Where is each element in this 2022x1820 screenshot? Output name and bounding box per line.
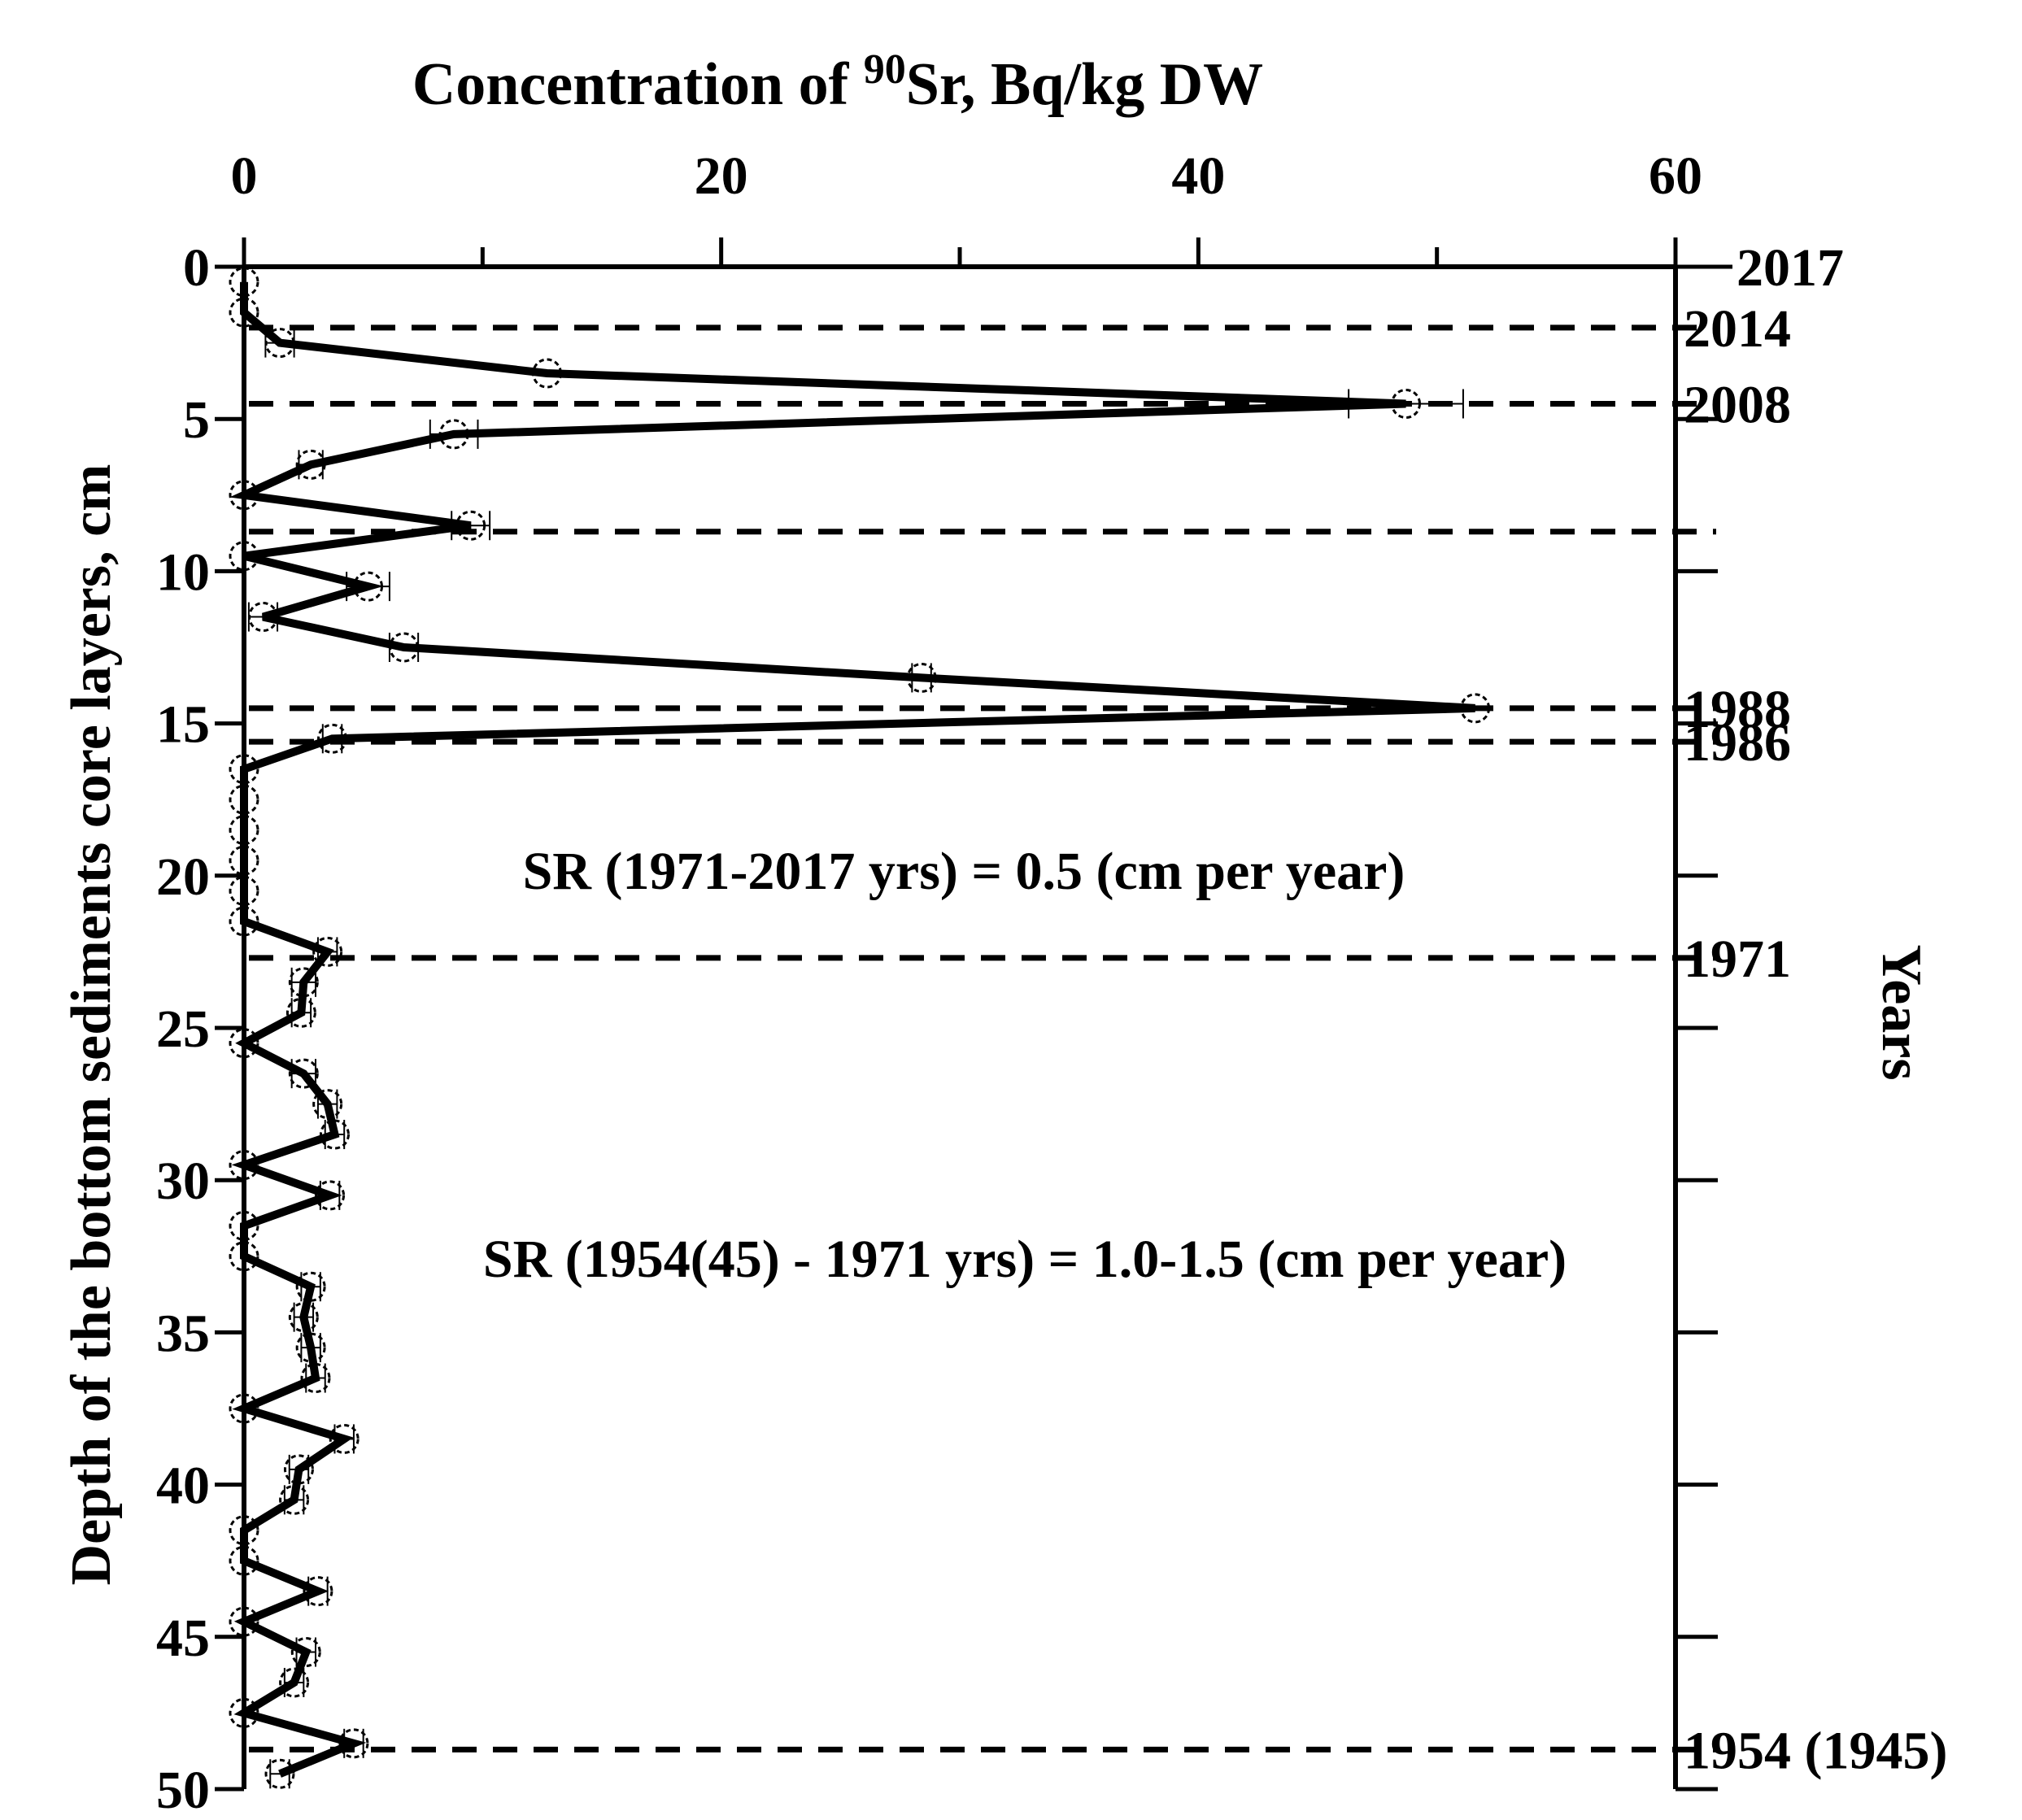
data-markers [229, 267, 1491, 1789]
y-tick-label: 15 [156, 695, 210, 755]
data-point [317, 723, 348, 754]
data-point [283, 1454, 314, 1485]
data-point [247, 602, 278, 633]
data-point [229, 1241, 259, 1272]
y-tick-label: 5 [183, 390, 210, 450]
year-label: 1986 [1684, 713, 1791, 773]
x-tick-label: 40 [1171, 146, 1225, 206]
data-point [229, 267, 259, 298]
data-point [229, 784, 259, 815]
data-point [229, 1210, 259, 1241]
x-axis-title: Concentration of 90Sr, Bq/kg DW [412, 46, 1263, 118]
data-point [229, 1697, 259, 1728]
data-point [295, 1271, 326, 1302]
y-tick-label: 45 [156, 1609, 210, 1668]
year-label: 1954 (1945) [1684, 1721, 1947, 1780]
data-point [906, 662, 937, 693]
year-dash-lines [249, 324, 1716, 1753]
y-axis-label: Depth of the bottom sediments core layer… [60, 464, 123, 1586]
year-label: 2017 [1737, 238, 1844, 298]
data-point [288, 967, 319, 998]
annotation-sr-early: SR (1954(45) - 1971 yrs) = 1.0-1.5 (cm p… [483, 1230, 1567, 1289]
data-point [312, 936, 343, 967]
data-point [300, 1363, 331, 1394]
data-point [229, 754, 259, 785]
data-point [229, 845, 259, 876]
data-point [229, 541, 259, 572]
y-tick-label: 0 [183, 238, 210, 298]
annotation-sr-recent: SR (1971-2017 yrs) = 0.5 (cm per year) [523, 842, 1405, 901]
y-tick-label: 25 [156, 999, 210, 1059]
data-point [229, 1606, 259, 1637]
x-axis-title-suffix: Sr, Bq/kg DW [906, 51, 1263, 118]
data-point [295, 1332, 326, 1363]
y-tick-label: 50 [156, 1761, 210, 1820]
data-point [229, 1545, 259, 1576]
data-point [290, 1637, 321, 1668]
data-point [229, 815, 259, 846]
year-label: 2008 [1684, 375, 1791, 434]
data-point [264, 328, 295, 359]
data-point [229, 297, 259, 328]
data-point [279, 1484, 310, 1515]
data-point [315, 1180, 346, 1211]
year-label: 1971 [1684, 930, 1791, 989]
axes [215, 237, 1732, 1792]
data-point [229, 1149, 259, 1180]
profile-line [229, 281, 1475, 1778]
data-point [288, 1058, 319, 1089]
data-point [303, 1576, 333, 1607]
data-point [229, 876, 259, 907]
x-axis-title-prefix: Concentration of [412, 51, 864, 118]
x-axis-title-superscript: 90 [864, 46, 906, 93]
error-bars [247, 328, 1464, 1789]
data-point [319, 1119, 350, 1150]
data-point [438, 419, 469, 450]
data-point [229, 906, 259, 937]
year-label: 1988 [1684, 680, 1791, 739]
year-label: 2014 [1684, 299, 1791, 359]
x-tick-label: 60 [1649, 146, 1702, 206]
y-tick-label: 10 [156, 542, 210, 602]
data-point [389, 632, 420, 663]
data-point [295, 449, 326, 480]
right-axis-label: Years [1870, 944, 1933, 1080]
data-point [285, 997, 316, 1028]
data-point [279, 1667, 310, 1698]
data-point [353, 571, 384, 602]
x-tick-label: 0 [231, 146, 258, 206]
data-point [229, 1515, 259, 1546]
x-tick-label: 20 [695, 146, 748, 206]
data-point [288, 1302, 319, 1333]
data-point [312, 1089, 343, 1120]
data-point [264, 1758, 295, 1789]
data-point [229, 480, 259, 511]
data-point [532, 358, 563, 389]
y-tick-label: 30 [156, 1152, 210, 1211]
y-tick-label: 35 [156, 1304, 210, 1363]
data-point [229, 1028, 259, 1059]
y-tick-label: 20 [156, 847, 210, 907]
y-tick-label: 40 [156, 1456, 210, 1516]
data-point [1460, 693, 1491, 724]
data-point [338, 1728, 369, 1759]
data-point [455, 510, 486, 541]
profile-layer [229, 281, 1475, 1778]
data-point [229, 1393, 259, 1424]
data-point [329, 1423, 360, 1454]
data-point [1391, 388, 1422, 419]
